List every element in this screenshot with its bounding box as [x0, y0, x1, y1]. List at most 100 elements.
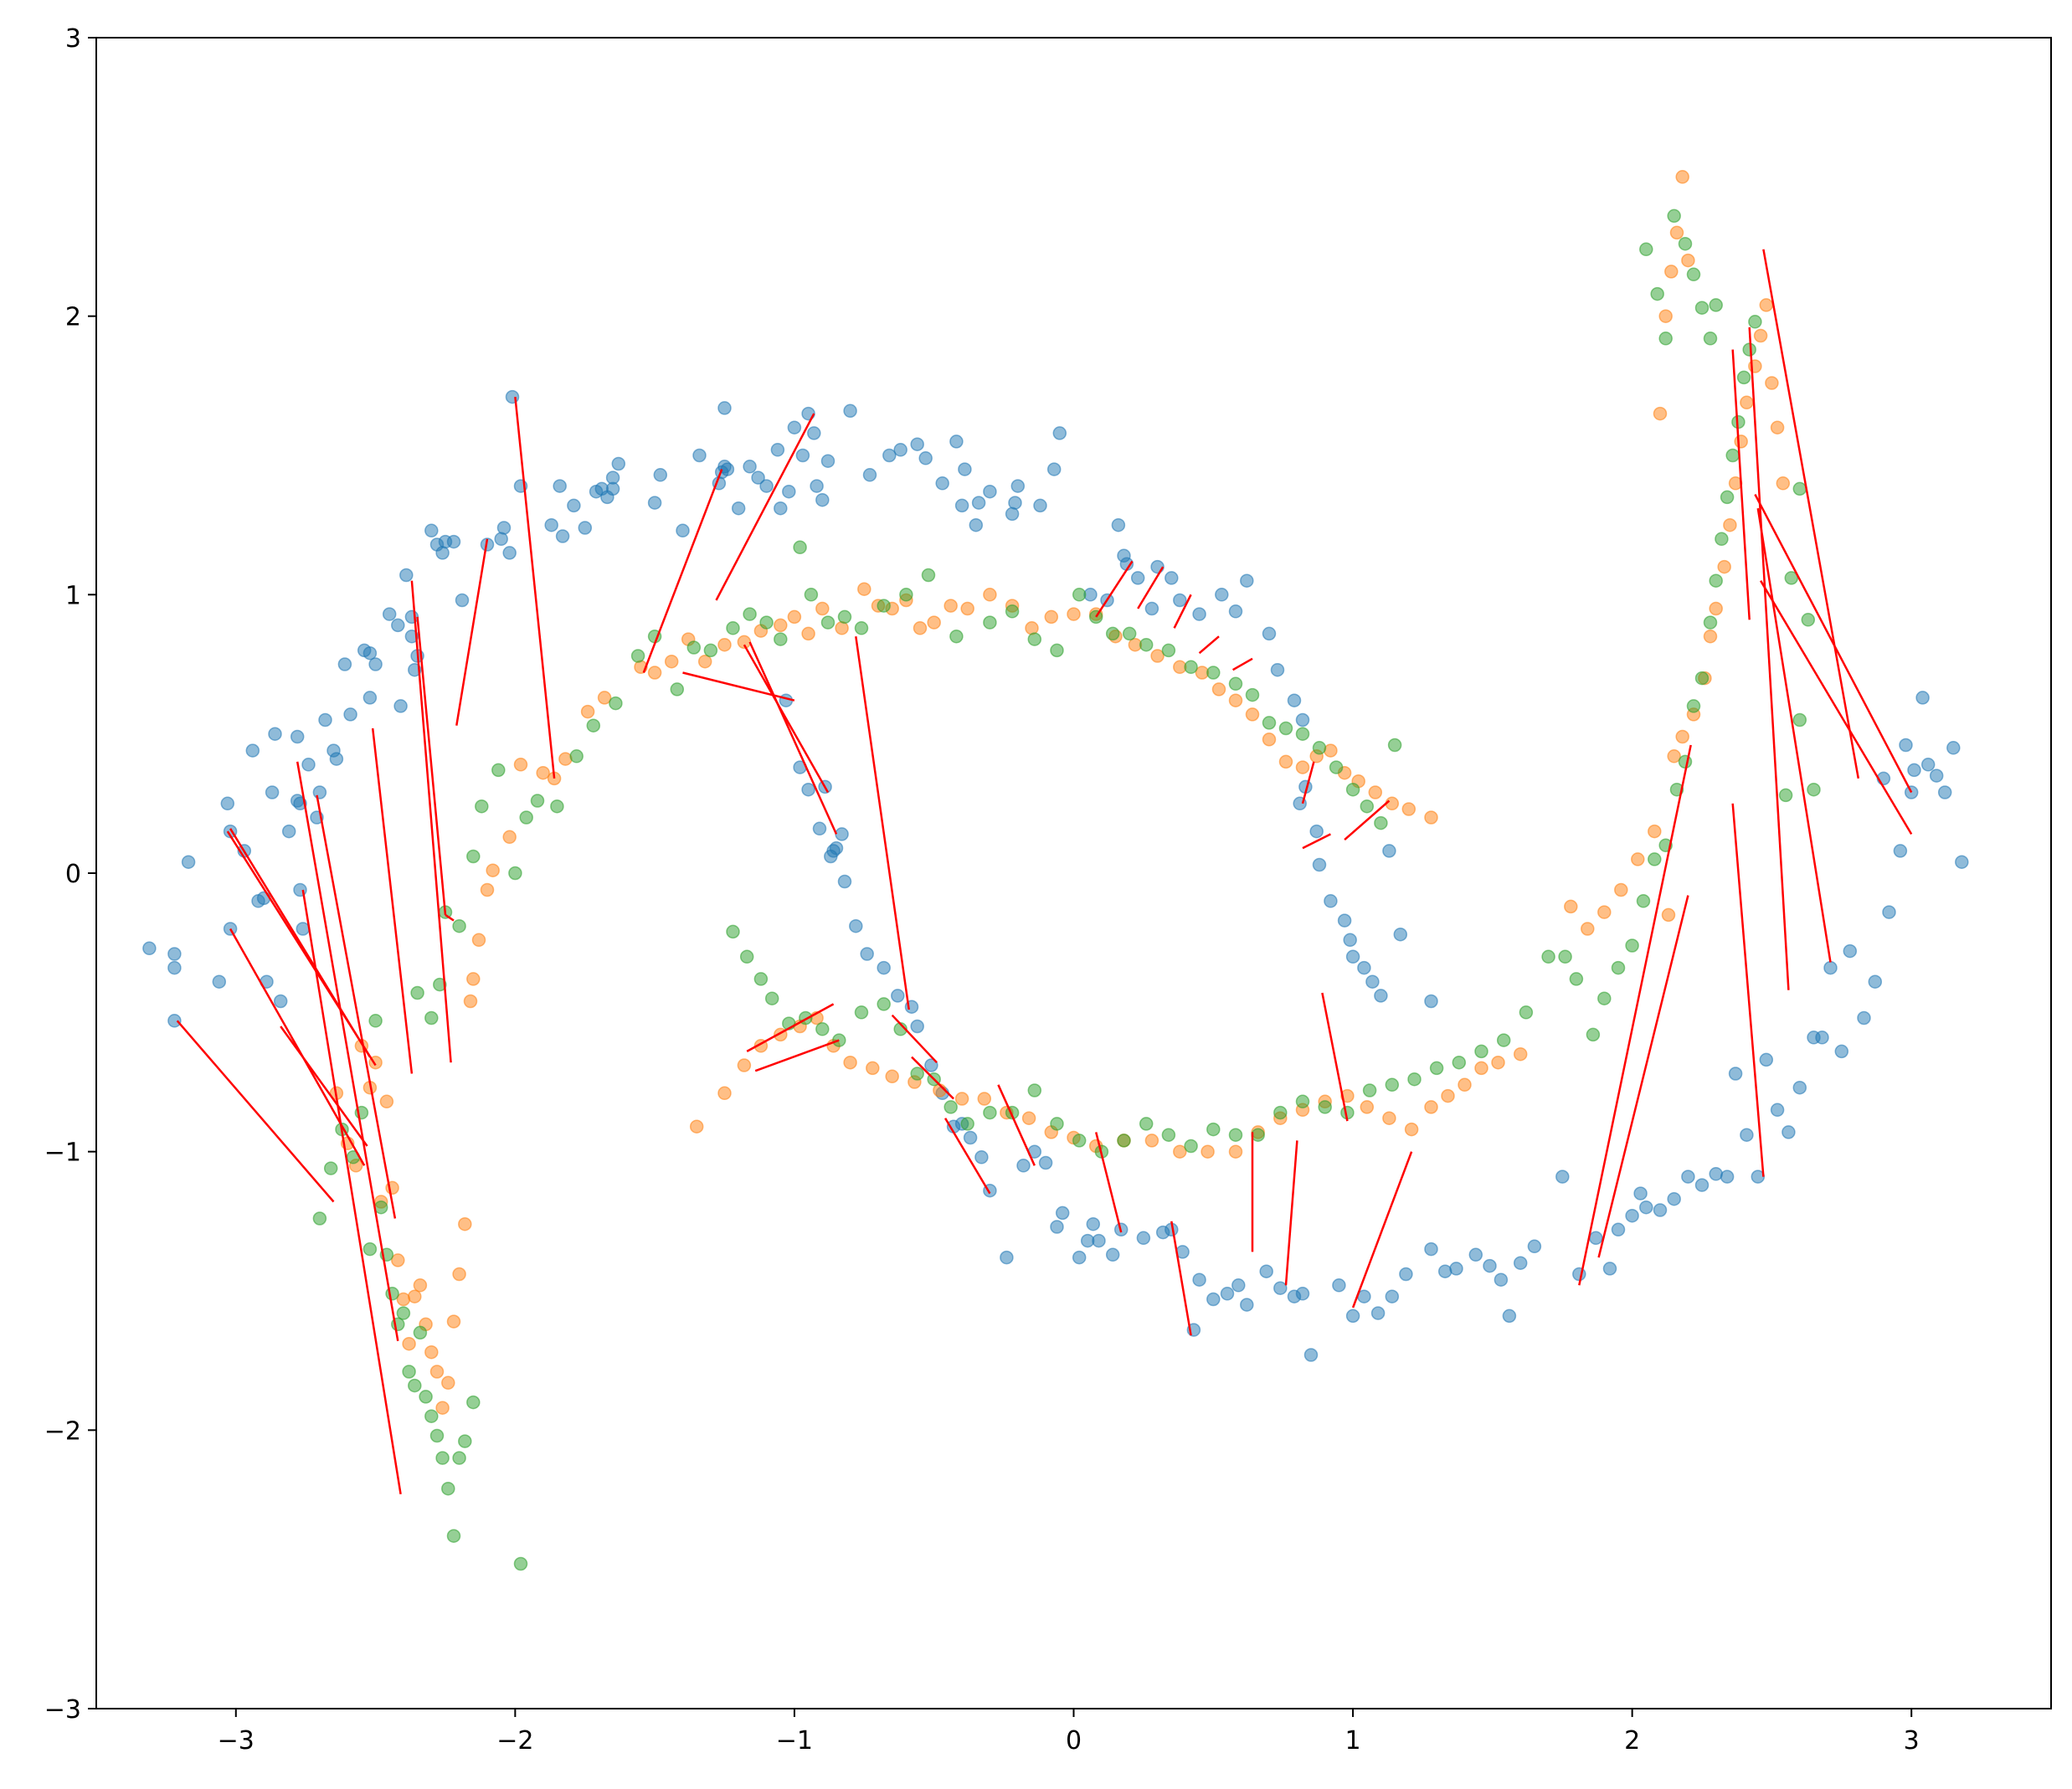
- data-point: [1245, 687, 1260, 702]
- data-point: [1734, 434, 1748, 449]
- connector-line: [371, 727, 414, 1074]
- connector-line: [682, 671, 795, 702]
- data-point: [1703, 629, 1718, 644]
- data-point: [1021, 1111, 1036, 1125]
- data-point: [1050, 1220, 1064, 1234]
- data-point: [1801, 613, 1816, 627]
- data-point: [337, 657, 352, 671]
- data-point: [1295, 712, 1310, 727]
- data-point: [1027, 1083, 1042, 1098]
- data-point: [1678, 754, 1693, 769]
- data-point: [1602, 1262, 1617, 1276]
- data-point: [983, 1105, 997, 1120]
- data-point: [1441, 1088, 1455, 1103]
- data-point: [578, 521, 593, 535]
- data-point: [630, 649, 645, 663]
- data-point: [1815, 1031, 1829, 1045]
- data-point: [435, 1401, 450, 1415]
- data-point: [1025, 621, 1039, 635]
- data-point: [820, 454, 835, 468]
- data-point: [731, 501, 746, 516]
- data-point: [555, 529, 570, 543]
- data-point: [1717, 559, 1731, 574]
- data-point: [689, 1119, 704, 1134]
- data-point: [466, 1395, 481, 1410]
- x-tick-label: 3: [1904, 1726, 1920, 1756]
- data-point: [181, 855, 196, 869]
- data-point: [435, 546, 450, 560]
- data-point: [1437, 1264, 1452, 1278]
- data-point: [1667, 749, 1681, 763]
- data-point: [1357, 960, 1371, 975]
- data-point: [404, 629, 419, 644]
- y-tick-label: 0: [65, 860, 81, 889]
- x-tick-label: 0: [1066, 1726, 1082, 1756]
- data-point: [597, 691, 612, 705]
- data-point: [664, 654, 679, 669]
- data-point: [550, 799, 564, 814]
- data-point: [801, 782, 815, 797]
- connector-line: [1748, 326, 1790, 990]
- data-point: [1385, 1077, 1400, 1092]
- data-point: [1929, 769, 1944, 783]
- series-1: [329, 170, 1791, 1415]
- data-point: [368, 1014, 383, 1028]
- data-point: [1558, 949, 1572, 964]
- data-point: [1496, 1033, 1511, 1047]
- data-point: [1092, 1233, 1106, 1248]
- data-point: [1067, 607, 1081, 621]
- data-point: [1740, 1128, 1754, 1142]
- connector-line: [748, 641, 838, 835]
- connector-line: [1231, 657, 1253, 671]
- data-point: [475, 799, 489, 814]
- data-point: [382, 607, 397, 621]
- data-point: [1765, 376, 1779, 390]
- data-point: [1424, 810, 1438, 825]
- data-point: [764, 991, 779, 1005]
- data-point: [424, 1344, 439, 1360]
- data-point: [1527, 1239, 1542, 1254]
- data-point: [820, 615, 835, 630]
- data-point: [1586, 1027, 1601, 1042]
- data-point: [1740, 395, 1754, 410]
- data-point: [1055, 1206, 1070, 1221]
- data-point: [815, 492, 830, 507]
- data-point: [983, 588, 997, 602]
- connector-line: [1137, 566, 1165, 609]
- data-point: [1215, 588, 1229, 602]
- data-point: [1165, 571, 1179, 585]
- data-point: [368, 657, 383, 671]
- data-point: [854, 1005, 869, 1020]
- connector-line: [1095, 560, 1134, 618]
- data-point: [1245, 707, 1260, 722]
- data-point: [1468, 1247, 1483, 1262]
- data-point: [860, 947, 874, 961]
- data-point: [1899, 738, 1913, 753]
- data-point: [1502, 1308, 1517, 1324]
- connector-line: [296, 761, 399, 1342]
- data-point: [1184, 1139, 1198, 1154]
- data-point: [954, 1092, 969, 1106]
- data-point: [1303, 1348, 1319, 1362]
- data-point: [720, 462, 735, 476]
- data-point: [1340, 1088, 1355, 1103]
- data-point: [1228, 676, 1243, 691]
- data-point: [1368, 785, 1383, 799]
- data-point: [1823, 960, 1838, 975]
- data-point: [1639, 242, 1653, 257]
- data-point: [1648, 824, 1662, 839]
- data-point: [1770, 1103, 1785, 1118]
- data-point: [1144, 1134, 1159, 1148]
- connector-line: [855, 636, 910, 1010]
- data-point: [759, 479, 774, 493]
- data-point: [402, 1365, 416, 1379]
- data-point: [1027, 632, 1042, 646]
- data-point: [703, 643, 718, 658]
- data-point: [743, 607, 757, 621]
- data-point: [837, 609, 852, 625]
- connector-line: [301, 889, 402, 1494]
- data-point: [1893, 844, 1908, 858]
- data-point: [1541, 949, 1555, 964]
- data-point: [835, 621, 849, 635]
- data-point: [1240, 573, 1254, 588]
